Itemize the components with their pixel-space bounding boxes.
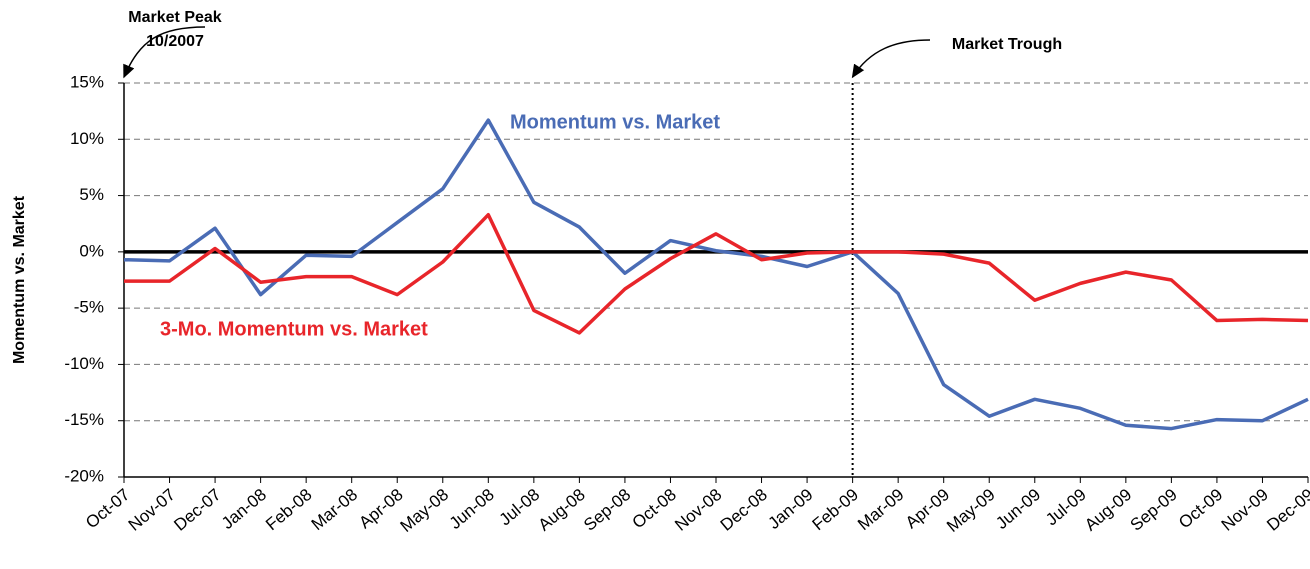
- annotation-text: 10/2007: [146, 33, 204, 50]
- x-tick-label: Sep-08: [580, 485, 634, 535]
- x-tick-label: Nov-08: [671, 485, 725, 535]
- x-tick-label: Feb-09: [809, 485, 862, 534]
- series-line: [123, 118, 1309, 431]
- y-tick-label: -10%: [64, 354, 104, 373]
- x-tick-label: Dec-09: [1263, 485, 1310, 535]
- annotation-arrow: [851, 39, 931, 79]
- x-tick-label: Sep-09: [1127, 485, 1181, 535]
- y-tick-label: 15%: [70, 72, 104, 91]
- y-tick-label: 10%: [70, 129, 104, 148]
- series-line: [124, 212, 1309, 335]
- series-label: Momentum vs. Market: [510, 111, 720, 133]
- x-tick-label: Dec-08: [717, 485, 771, 535]
- x-tick-label: Jun-09: [992, 485, 1044, 533]
- x-tick-label: May-08: [397, 485, 453, 536]
- x-tick-label: Aug-09: [1081, 485, 1135, 535]
- x-tick-label: Jan-08: [218, 485, 270, 533]
- annotation-text: Market Peak: [128, 9, 221, 26]
- y-tick-label: 5%: [79, 185, 104, 204]
- x-tick-label: May-09: [943, 485, 999, 536]
- x-tick-label: Oct-08: [629, 485, 680, 532]
- x-tick-label: Dec-07: [170, 485, 224, 535]
- x-tick-label: Jan-09: [764, 485, 816, 533]
- x-tick-label: Mar-08: [308, 485, 361, 534]
- series-label: 3-Mo. Momentum vs. Market: [160, 318, 428, 340]
- y-tick-label: 0%: [79, 241, 104, 260]
- x-tick-label: Jun-08: [446, 485, 498, 533]
- y-tick-label: -20%: [64, 466, 104, 485]
- x-tick-label: Nov-07: [125, 485, 179, 535]
- x-tick-label: Nov-09: [1218, 485, 1272, 535]
- annotation-arrow: [123, 26, 206, 79]
- y-tick-label: -5%: [74, 298, 104, 317]
- x-tick-label: Aug-08: [535, 485, 589, 535]
- x-tick-label: Oct-07: [82, 485, 133, 532]
- x-tick-label: Mar-09: [854, 485, 907, 534]
- x-tick-label: Oct-09: [1175, 485, 1226, 532]
- x-tick-label: Feb-08: [262, 485, 315, 534]
- annotation-text: Market Trough: [952, 36, 1062, 53]
- y-axis-title: Momentum vs. Market: [11, 195, 28, 364]
- y-tick-label: -15%: [64, 410, 104, 429]
